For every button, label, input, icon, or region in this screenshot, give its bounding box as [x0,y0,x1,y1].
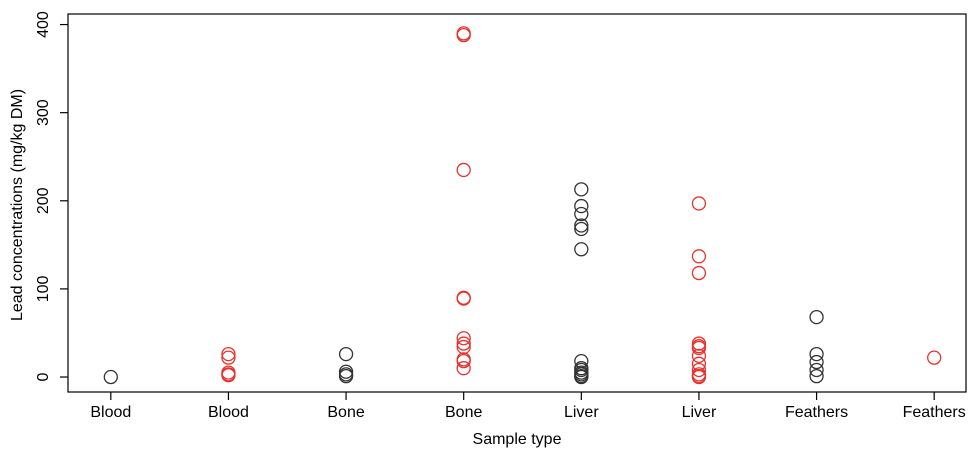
point [809,362,824,378]
y-tick-label: 300 [35,99,52,126]
point [456,27,471,43]
point [338,368,354,384]
plot-frame [67,13,967,393]
point [574,182,589,197]
point [456,354,471,369]
point [574,242,589,257]
point [691,369,707,385]
x-tick-label: Feathers [785,404,848,421]
point [691,340,707,356]
y-tick-label: 400 [35,11,52,38]
point [221,346,236,362]
point [574,221,589,237]
y-tick-label: 200 [35,187,52,214]
point [809,354,824,370]
point [456,336,471,351]
point [574,198,589,214]
x-tick-label: Liver [564,404,599,421]
point [456,291,471,306]
point [103,369,118,385]
point [338,346,354,362]
point [456,361,471,376]
point [691,196,707,211]
y-axis-label: Lead concentrations (mg/kg DM) [9,89,26,321]
point [574,218,589,233]
x-tick-label: Liver [682,404,717,421]
point [221,350,236,365]
point [927,350,942,365]
point [574,206,589,222]
point [809,368,824,384]
y-tick-label: 100 [35,275,52,302]
point [691,362,707,378]
point [456,331,471,346]
point [691,348,707,364]
point [574,369,589,385]
point [809,346,824,362]
x-tick-label: Bone [327,404,364,421]
x-axis-label: Sample type [473,431,562,448]
point [809,309,824,325]
point [691,249,707,264]
point [221,368,236,383]
x-tick-label: Bone [445,404,482,421]
x-tick-label: Blood [208,404,249,421]
point [456,162,471,178]
x-tick-label: Blood [90,404,131,421]
x-tick-label: Feathers [903,404,966,421]
y-tick-label: 0 [35,372,52,381]
point [456,339,471,355]
point [691,265,707,281]
